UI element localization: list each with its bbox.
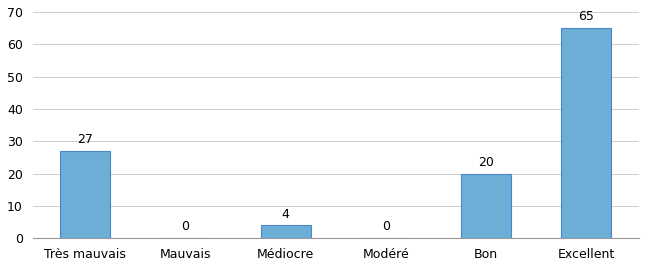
Text: 0: 0 [382,221,390,233]
Text: 0: 0 [182,221,189,233]
Text: 65: 65 [579,10,594,23]
Text: 20: 20 [478,156,494,169]
Bar [60,151,110,238]
Bar [561,28,612,238]
Bar [261,225,311,238]
Bar [461,174,511,238]
Text: 27: 27 [78,133,93,146]
Text: 4: 4 [282,207,289,221]
